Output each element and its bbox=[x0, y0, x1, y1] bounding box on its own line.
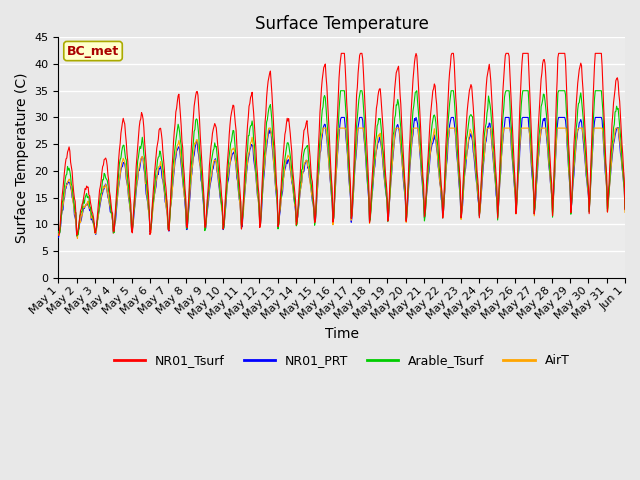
Text: BC_met: BC_met bbox=[67, 45, 119, 58]
Legend: NR01_Tsurf, NR01_PRT, Arable_Tsurf, AirT: NR01_Tsurf, NR01_PRT, Arable_Tsurf, AirT bbox=[109, 349, 575, 372]
Y-axis label: Surface Temperature (C): Surface Temperature (C) bbox=[15, 72, 29, 243]
X-axis label: Time: Time bbox=[324, 327, 358, 341]
Title: Surface Temperature: Surface Temperature bbox=[255, 15, 429, 33]
